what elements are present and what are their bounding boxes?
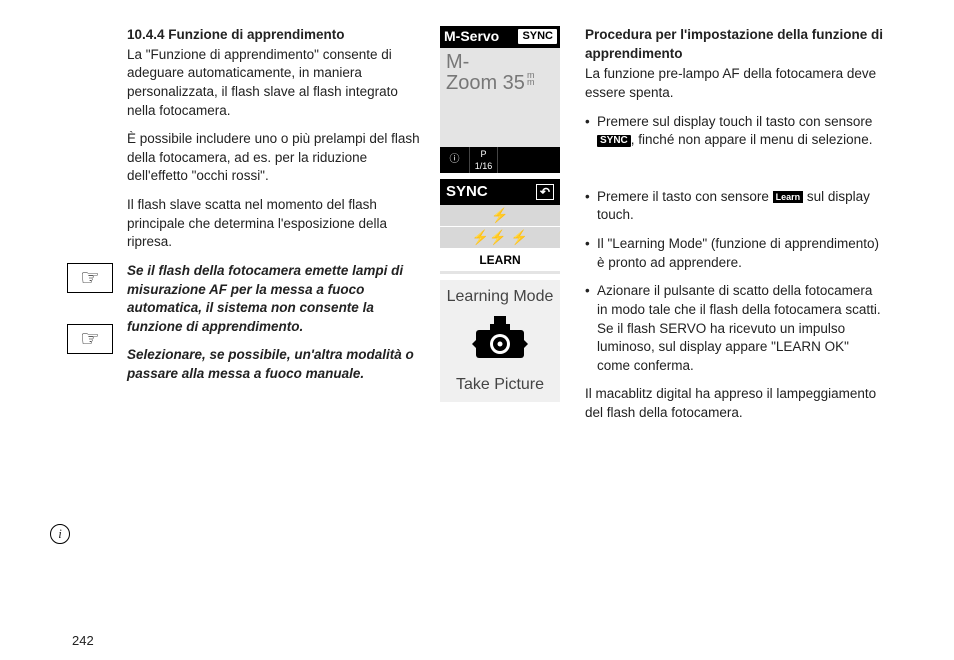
bullet-mark: • <box>585 188 597 225</box>
back-icon: ↶ <box>536 184 554 200</box>
take-picture-label: Take Picture <box>440 374 560 396</box>
learn-button: LEARN <box>440 249 560 271</box>
paragraph: È possibile includere uno o più prelampi… <box>127 130 425 186</box>
sync-inline-badge: SYNC <box>597 135 631 147</box>
bullet-mark: • <box>585 235 597 272</box>
lcd-sync-header: SYNC ↶ <box>440 179 560 205</box>
bullet-text: Il "Learning Mode" (funzione di apprendi… <box>597 235 885 272</box>
column-center: M-Servo SYNC M- Zoom 35mm ⓘ P 1/16 SYNC … <box>440 26 570 626</box>
lcd-panel-learning: Learning Mode Take Picture <box>440 280 560 402</box>
pointing-hand-icon: ☞ <box>67 324 113 354</box>
bullet-text: Premere il tasto con sensore Learn sul d… <box>597 188 885 225</box>
note-text: Se il flash della fotocamera emette lamp… <box>127 262 425 337</box>
lcd-p-ratio: P 1/16 <box>470 147 498 173</box>
lcd-zoom-display: M- Zoom 35mm <box>440 48 560 93</box>
column-right: Procedura per l'impostazione della funzi… <box>585 26 885 626</box>
bullet-item: • Il "Learning Mode" (funzione di appren… <box>585 235 885 272</box>
bullet-mark: • <box>585 113 597 150</box>
sidebar: ☞ ☞ <box>67 26 127 626</box>
info-icon-seg: ⓘ <box>440 147 470 173</box>
sync-title: SYNC <box>446 182 488 203</box>
paragraph: La "Funzione di apprendimento" consente … <box>127 46 425 121</box>
info-icon: i <box>50 524 70 544</box>
lcd-m-line: M- <box>446 52 554 72</box>
lcd-panel-sync: SYNC ↶ ⚡ ⚡⚡ ⚡ LEARN <box>440 179 560 274</box>
note-text: Selezionare, se possibile, un'altra moda… <box>127 346 425 383</box>
bullet-text: Premere sul display touch il tasto con s… <box>597 113 885 150</box>
lcd-mservo-label: M-Servo <box>444 27 499 46</box>
column-left: 10.4.4 Funzione di apprendimento La "Fun… <box>127 26 425 626</box>
lcd-panel-top: M-Servo SYNC M- Zoom 35mm ⓘ P 1/16 <box>440 26 560 173</box>
procedure-heading: Procedura per l'impostazione della funzi… <box>585 26 885 63</box>
learning-mode-label: Learning Mode <box>440 286 560 308</box>
bullet-item: • Azionare il pulsante di scatto della f… <box>585 282 885 375</box>
bullet-item: • Premere sul display touch il tasto con… <box>585 113 885 150</box>
bullet-item: • Premere il tasto con sensore Learn sul… <box>585 188 885 225</box>
paragraph: Il flash slave scatta nel momento del fl… <box>127 196 425 252</box>
lcd-bottombar: ⓘ P 1/16 <box>440 147 560 173</box>
camera-icon <box>470 316 530 364</box>
paragraph: Il macablitz digital ha appreso il lampe… <box>585 385 885 422</box>
lcd-topbar: M-Servo SYNC <box>440 26 560 48</box>
bullet-text: Azionare il pulsante di scatto della fot… <box>597 282 885 375</box>
lcd-zoom-line: Zoom 35mm <box>446 72 554 93</box>
learn-inline-badge: Learn <box>773 191 804 203</box>
flash-single-icon: ⚡ <box>440 205 560 227</box>
sync-badge: SYNC <box>518 29 557 44</box>
page-number: 242 <box>72 633 94 648</box>
pointing-hand-icon: ☞ <box>67 263 113 293</box>
flash-multi-icon: ⚡⚡ ⚡ <box>440 227 560 249</box>
bullet-mark: • <box>585 282 597 375</box>
section-heading: 10.4.4 Funzione di apprendimento <box>127 26 425 45</box>
paragraph: La funzione pre-lampo AF della fotocamer… <box>585 65 885 102</box>
